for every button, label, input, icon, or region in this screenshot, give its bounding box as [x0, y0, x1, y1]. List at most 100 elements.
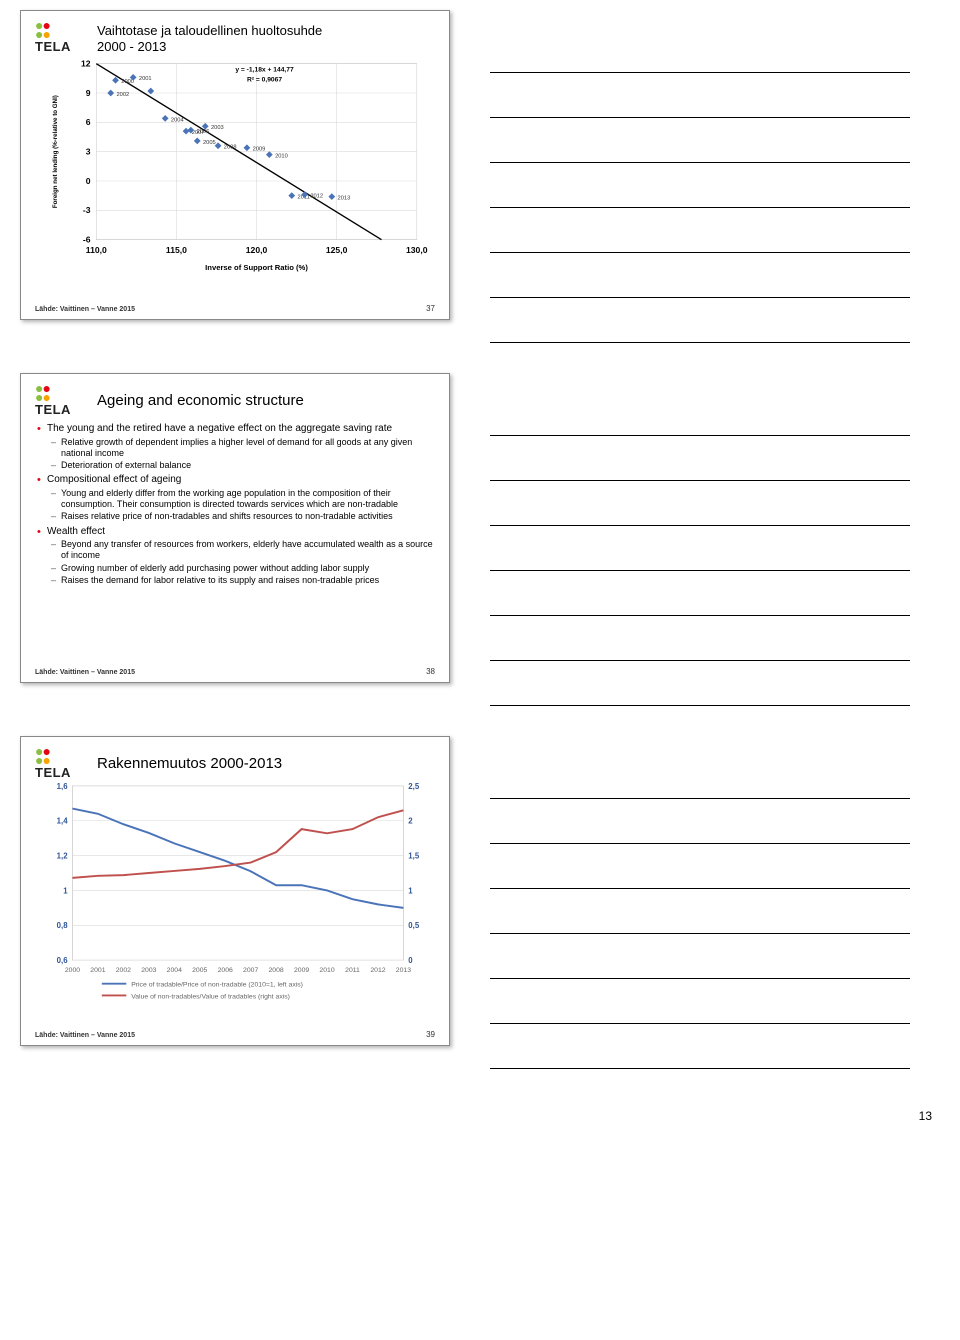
slide-2-source: Lähde: Vaittinen – Vanne 2015 — [35, 669, 135, 676]
note-line — [490, 391, 910, 436]
slide-3-footer: Lähde: Vaittinen – Vanne 2015 39 — [35, 1026, 435, 1039]
slide-1-footer: Lähde: Vaittinen – Vanne 2015 37 — [35, 300, 435, 313]
svg-text:125,0: 125,0 — [326, 245, 348, 255]
svg-text:0: 0 — [86, 175, 91, 185]
slide-2-footer: Lähde: Vaittinen – Vanne 2015 38 — [35, 663, 435, 676]
note-line — [490, 844, 910, 889]
row-3: ●● ●● TELA Rakennemuutos 2000-2013 0,6 0,… — [20, 736, 940, 1069]
svg-text:2012: 2012 — [370, 967, 385, 974]
svg-text:-3: -3 — [83, 205, 91, 215]
note-line — [490, 979, 910, 1024]
slide-3: ●● ●● TELA Rakennemuutos 2000-2013 0,6 0,… — [20, 736, 450, 1046]
logo-text: TELA — [35, 765, 87, 780]
logo-dots-icon: ●● ●● — [35, 384, 87, 402]
dual-line-chart: 0,60,811,21,41,600,511,522,5200020012002… — [35, 780, 435, 1015]
note-line — [490, 28, 910, 73]
svg-text:1: 1 — [63, 886, 68, 895]
note-line — [490, 799, 910, 844]
svg-text:Price of tradable/Price of non: Price of tradable/Price of non-tradable … — [131, 982, 303, 989]
slide-2-head: ●● ●● TELA Ageing and economic structure — [35, 384, 435, 417]
logo-dots-icon: ●● ●● — [35, 21, 87, 39]
svg-text:2010: 2010 — [275, 153, 288, 159]
logo-text: TELA — [35, 402, 87, 417]
scatter-chart: -6 -3 0 3 6 9 12 110,0 115,0 120,0 125,0 130,0 2002 2… — [35, 56, 435, 276]
svg-text:110,0: 110,0 — [86, 245, 107, 255]
note-line — [490, 163, 910, 208]
svg-text:Inverse of Support Ratio (%): Inverse of Support Ratio (%) — [205, 263, 308, 272]
svg-text:1,5: 1,5 — [408, 852, 420, 861]
svg-text:2007: 2007 — [243, 967, 258, 974]
svg-text:2010: 2010 — [319, 967, 334, 974]
svg-text:2006: 2006 — [218, 967, 233, 974]
note-line — [490, 118, 910, 163]
svg-text:3: 3 — [86, 146, 91, 156]
tela-logo: ●● ●● TELA — [35, 21, 87, 54]
note-lines-3 — [490, 736, 910, 1069]
svg-text:2000: 2000 — [121, 79, 134, 85]
note-lines-2 — [490, 373, 910, 706]
note-line — [490, 571, 910, 616]
svg-text:0: 0 — [408, 956, 413, 965]
slide-1-number: 37 — [426, 304, 435, 313]
note-line — [490, 934, 910, 979]
slide-3-number: 39 — [426, 1030, 435, 1039]
svg-text:2002: 2002 — [116, 91, 129, 97]
svg-text:R² = 0,9067: R² = 0,9067 — [247, 76, 282, 83]
tela-logo: ●● ●● TELA — [35, 747, 87, 780]
note-line — [490, 208, 910, 253]
svg-text:115,0: 115,0 — [166, 245, 187, 255]
note-line — [490, 616, 910, 661]
svg-text:2004: 2004 — [167, 967, 182, 974]
svg-text:2013: 2013 — [338, 195, 351, 201]
svg-text:2001: 2001 — [139, 76, 152, 82]
slide-1-head: ●● ●● TELA Vaihtotase ja taloudellinen h… — [35, 21, 435, 56]
svg-text:0,5: 0,5 — [408, 921, 420, 930]
svg-text:12: 12 — [81, 58, 91, 68]
svg-text:6: 6 — [86, 117, 91, 127]
svg-text:2002: 2002 — [116, 967, 131, 974]
slide-3-title: Rakennemuutos 2000-2013 — [97, 755, 282, 774]
svg-text:0,6: 0,6 — [57, 956, 69, 965]
svg-text:2,5: 2,5 — [408, 782, 420, 791]
svg-text:2003: 2003 — [211, 125, 224, 131]
svg-text:y = -1,18x + 144,77: y = -1,18x + 144,77 — [235, 66, 294, 73]
svg-text:0,8: 0,8 — [57, 921, 69, 930]
note-line — [490, 889, 910, 934]
slide-3-head: ●● ●● TELA Rakennemuutos 2000-2013 — [35, 747, 435, 780]
handout-page: ●● ●● TELA Vaihtotase ja taloudellinen h… — [0, 0, 960, 1129]
svg-text:-6: -6 — [83, 234, 91, 244]
row-1: ●● ●● TELA Vaihtotase ja taloudellinen h… — [20, 10, 940, 343]
svg-text:1: 1 — [408, 886, 413, 895]
note-line — [490, 481, 910, 526]
slide-1: ●● ●● TELA Vaihtotase ja taloudellinen h… — [20, 10, 450, 320]
svg-text:120,0: 120,0 — [246, 245, 268, 255]
slide-2: ●● ●● TELA Ageing and economic structure… — [20, 373, 450, 683]
svg-text:9: 9 — [86, 87, 91, 97]
slide-2-body: The young and the retired have a negativ… — [35, 417, 435, 663]
slide-3-source: Lähde: Vaittinen – Vanne 2015 — [35, 1032, 135, 1039]
note-line — [490, 1024, 910, 1069]
note-line — [490, 754, 910, 799]
slide-2-title: Ageing and economic structure — [97, 392, 304, 411]
tela-logo: ●● ●● TELA — [35, 384, 87, 417]
svg-text:2003: 2003 — [141, 967, 156, 974]
svg-text:2012: 2012 — [310, 193, 323, 199]
row-2: ●● ●● TELA Ageing and economic structure… — [20, 373, 940, 706]
slide-3-body: 0,60,811,21,41,600,511,522,5200020012002… — [35, 780, 435, 1026]
svg-text:1,6: 1,6 — [57, 782, 69, 791]
svg-text:2005: 2005 — [192, 967, 207, 974]
svg-text:2011: 2011 — [345, 967, 360, 974]
svg-text:Foreign net lending (%-relativ: Foreign net lending (%-relative to GNI) — [52, 95, 59, 208]
note-line — [490, 436, 910, 481]
note-lines-1 — [490, 10, 910, 343]
svg-text:130,0: 130,0 — [406, 245, 428, 255]
note-line — [490, 526, 910, 571]
svg-text:Value of non-tradables/Value o: Value of non-tradables/Value of tradable… — [131, 993, 290, 1000]
slide-1-source: Lähde: Vaittinen – Vanne 2015 — [35, 306, 135, 313]
slide-2-number: 38 — [426, 667, 435, 676]
bullet-list: The young and the retired have a negativ… — [35, 423, 435, 586]
svg-text:2009: 2009 — [253, 146, 266, 152]
page-number: 13 — [919, 1109, 932, 1123]
svg-text:2000: 2000 — [65, 967, 80, 974]
logo-dots-icon: ●● ●● — [35, 747, 87, 765]
